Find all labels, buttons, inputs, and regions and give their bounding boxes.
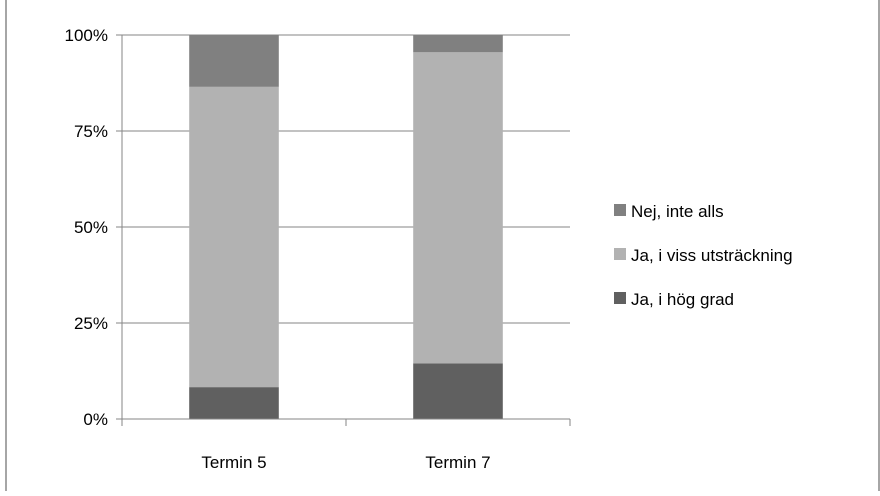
bar-segment xyxy=(189,387,279,419)
legend-swatch xyxy=(614,204,626,216)
legend-swatch xyxy=(614,292,626,304)
y-tick-label: 75% xyxy=(74,122,108,141)
x-category-label: Termin 5 xyxy=(201,453,266,472)
y-tick-label: 25% xyxy=(74,314,108,333)
legend: Nej, inte alls Ja, i viss utsträckning Ja,… xyxy=(614,202,793,309)
bars xyxy=(189,35,503,419)
y-tick-label: 50% xyxy=(74,218,108,237)
y-tick-label: 100% xyxy=(65,26,108,45)
bar-segment xyxy=(413,52,503,364)
axes: 0% 25% 50% 75% 100% Termin 5 Termin 7 xyxy=(65,26,571,472)
bar-segment xyxy=(413,35,503,53)
bar-segment xyxy=(189,35,279,87)
legend-item-label: Ja, i viss utsträckning xyxy=(631,246,793,265)
y-tick-label: 0% xyxy=(83,410,108,429)
bar-segment xyxy=(189,86,279,388)
legend-item-label: Nej, inte alls xyxy=(631,202,724,221)
legend-swatch xyxy=(614,248,626,260)
x-category-label: Termin 7 xyxy=(425,453,490,472)
legend-item-label: Ja, i hög grad xyxy=(631,290,734,309)
bar-segment xyxy=(413,363,503,419)
